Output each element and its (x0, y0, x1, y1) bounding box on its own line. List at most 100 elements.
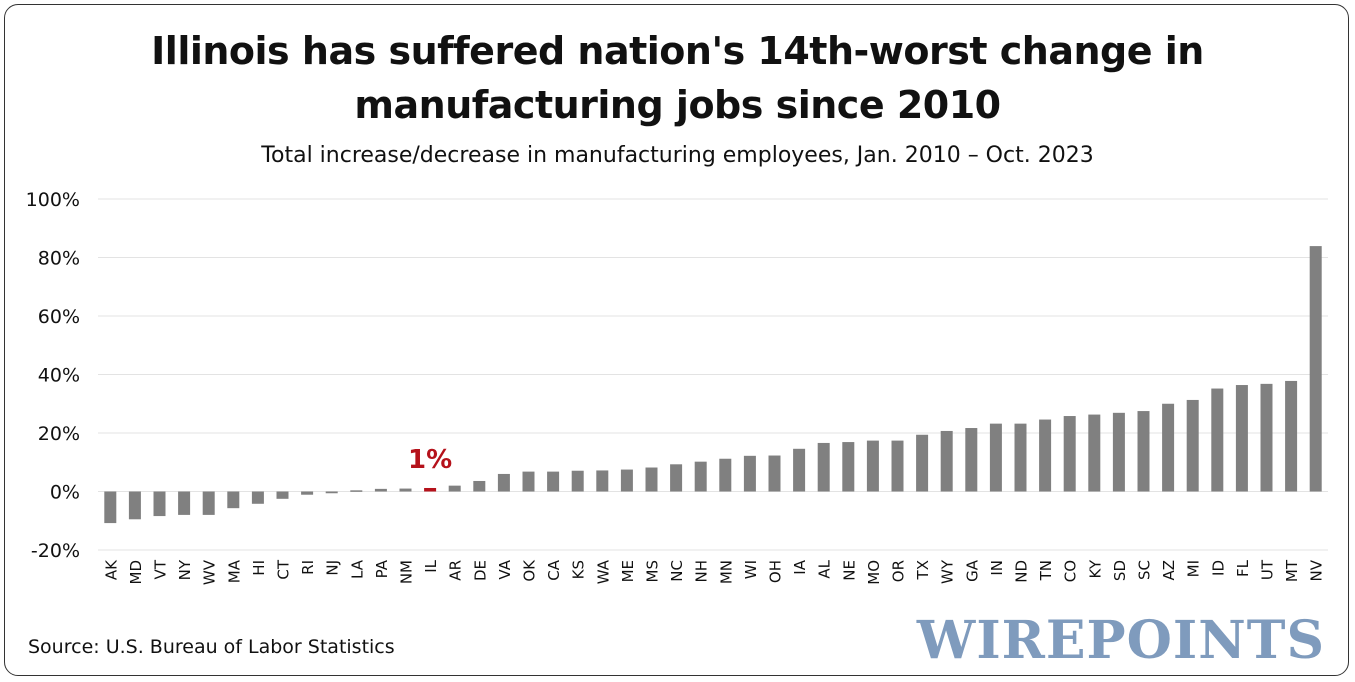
bar-vt (153, 491, 166, 517)
x-tick-label: MS (644, 560, 662, 582)
bar-wa (596, 470, 609, 492)
y-tick-label: 0% (50, 482, 80, 504)
x-tick-label: WI (742, 560, 760, 579)
bar-mi (1186, 399, 1199, 492)
chart-title-line-1: Illinois has suffered nation's 14th-wors… (151, 29, 1204, 73)
bar-az (1162, 403, 1175, 492)
bar-sd (1112, 412, 1125, 492)
bar-wv (202, 491, 215, 515)
bar-ks (571, 470, 584, 492)
bar-va (497, 473, 510, 492)
bar-mt (1285, 380, 1298, 492)
x-tick-label: WA (594, 559, 612, 584)
bar-nc (670, 464, 683, 492)
chart-subtitle: Total increase/decrease in manufacturing… (261, 143, 1094, 168)
x-tick-label: NJ (324, 560, 342, 576)
bar-ma (227, 491, 240, 509)
highlight-data-label: 1% (408, 445, 452, 475)
x-tick-label: ID (1209, 560, 1227, 576)
x-tick-label: IA (791, 559, 809, 574)
bar-ut (1260, 383, 1273, 492)
x-tick-label: NM (398, 560, 416, 584)
bar-nd (1014, 423, 1027, 492)
chart-title-line-2: manufacturing jobs since 2010 (354, 83, 1001, 127)
bar-oh (768, 455, 781, 492)
x-tick-label: UT (1259, 559, 1277, 580)
bar-ia (793, 448, 806, 492)
bar-ga (965, 428, 978, 492)
x-tick-label: NY (176, 559, 194, 580)
bar-co (1063, 416, 1076, 492)
x-tick-label: DE (471, 560, 489, 581)
x-tick-label: WY (939, 559, 957, 584)
bar-il (424, 487, 437, 492)
bar-nh (694, 461, 707, 492)
x-tick-label: KS (570, 560, 588, 579)
x-tick-label: VT (152, 559, 170, 579)
x-tick-label: ND (1013, 560, 1031, 583)
bar-md (128, 491, 141, 520)
wirepoints-logo: WIREPOINTS (916, 610, 1325, 671)
bar-in (989, 423, 1002, 492)
x-tick-label: SC (1136, 560, 1154, 580)
x-tick-label: OK (521, 559, 539, 582)
x-tick-label: CA (545, 559, 563, 580)
x-tick-label: VA (496, 559, 514, 579)
source-note: Source: U.S. Bureau of Labor Statistics (28, 636, 395, 658)
bar-ak (104, 491, 117, 524)
bar-tx (916, 434, 929, 492)
x-tick-label: WV (201, 559, 219, 585)
bar-hi (251, 491, 264, 504)
y-tick-label: 100% (26, 189, 80, 211)
x-tick-label: CO (1062, 560, 1080, 582)
chart-title: Illinois has suffered nation's 14th-wors… (0, 24, 1355, 132)
x-tick-label: MO (865, 560, 883, 585)
bar-tn (1039, 419, 1052, 492)
x-tick-label: NH (693, 560, 711, 583)
bar-sc (1137, 411, 1150, 492)
bar-nm (399, 488, 412, 492)
x-tick-label: NV (1308, 559, 1326, 581)
x-tick-label: TX (914, 560, 932, 580)
chart-frame (4, 4, 1349, 676)
x-tick-label: AK (102, 559, 120, 580)
bar-ri (301, 491, 314, 495)
x-tick-label: MD (127, 560, 145, 585)
x-tick-label: ME (619, 560, 637, 582)
x-tick-label: NE (840, 560, 858, 581)
x-tick-label: TN (1037, 560, 1055, 581)
bar-pa (374, 488, 387, 492)
y-tick-label: 60% (38, 306, 80, 328)
x-tick-label: AZ (1160, 560, 1178, 581)
x-tick-label: OR (890, 560, 908, 582)
y-tick-label: -20% (31, 540, 80, 562)
x-tick-label: IN (988, 560, 1006, 576)
x-tick-label: OH (767, 560, 785, 583)
x-tick-label: IL (422, 559, 440, 572)
bar-mo (866, 440, 879, 492)
bar-de (473, 480, 486, 492)
bar-mn (719, 458, 732, 492)
bar-ca (547, 471, 560, 492)
bar-al (817, 442, 830, 492)
bar-la (350, 490, 363, 492)
x-tick-label: MI (1185, 560, 1203, 577)
bar-ne (842, 442, 855, 492)
x-tick-label: GA (963, 559, 981, 582)
x-tick-label: NC (668, 560, 686, 582)
x-tick-label: FL (1234, 559, 1252, 577)
bar-ct (276, 491, 289, 499)
bar-me (620, 469, 633, 492)
x-tick-label: LA (348, 559, 366, 579)
x-tick-label: MT (1283, 559, 1301, 582)
y-tick-label: 80% (38, 248, 80, 270)
x-tick-label: RI (299, 560, 317, 575)
bar-wy (940, 430, 953, 492)
y-tick-label: 40% (38, 365, 80, 387)
x-tick-label: AR (447, 560, 465, 581)
bar-or (891, 440, 904, 492)
x-tick-label: MA (225, 559, 243, 583)
bar-ny (178, 491, 191, 515)
bar-id (1211, 388, 1224, 492)
